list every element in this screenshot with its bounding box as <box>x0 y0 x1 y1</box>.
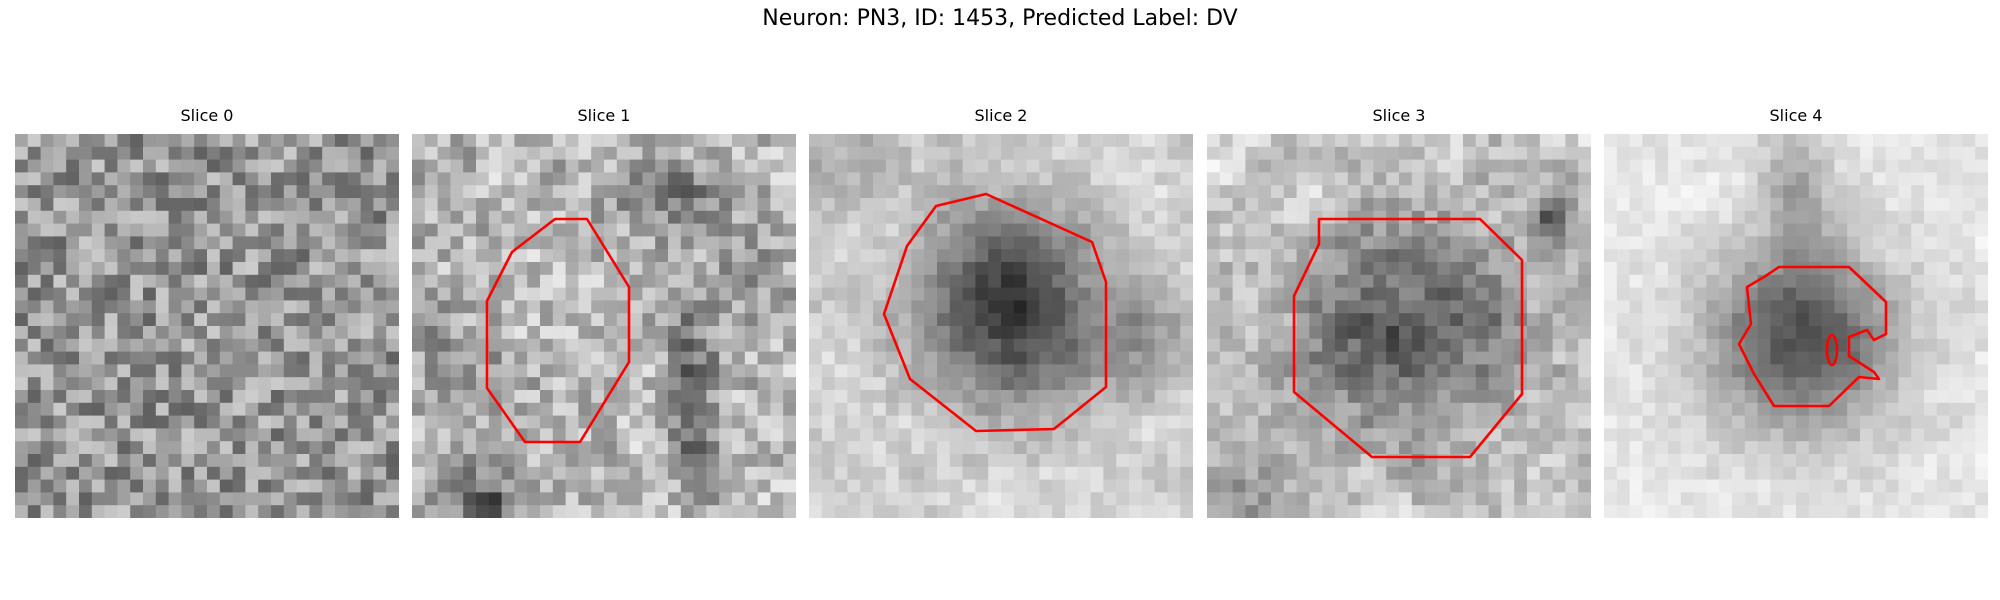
slice-title: Slice 2 <box>974 106 1028 125</box>
slice-image <box>1207 134 1591 518</box>
slice-panel-4: Slice 4 <box>1604 106 1988 518</box>
slice-panel-2: Slice 2 <box>809 106 1193 518</box>
slice-image <box>412 134 796 518</box>
slice-panel-0: Slice 0 <box>15 106 399 518</box>
roi-outline <box>1292 217 1524 459</box>
slice-panel-1: Slice 1 <box>412 106 796 518</box>
slice-panel-3: Slice 3 <box>1207 106 1591 518</box>
slice-image <box>1604 134 1988 518</box>
figure-title: Neuron: PN3, ID: 1453, Predicted Label: … <box>762 6 1238 31</box>
slice-title: Slice 3 <box>1372 106 1426 125</box>
roi-outline <box>1737 265 1888 408</box>
slice-title: Slice 1 <box>577 106 631 125</box>
slice-title: Slice 0 <box>180 106 234 125</box>
slice-image <box>15 134 399 518</box>
roi-outline <box>485 217 631 444</box>
roi-inner-loop <box>1825 333 1839 367</box>
roi-outline <box>882 192 1108 433</box>
slice-title: Slice 4 <box>1769 106 1823 125</box>
slice-image <box>809 134 1193 518</box>
